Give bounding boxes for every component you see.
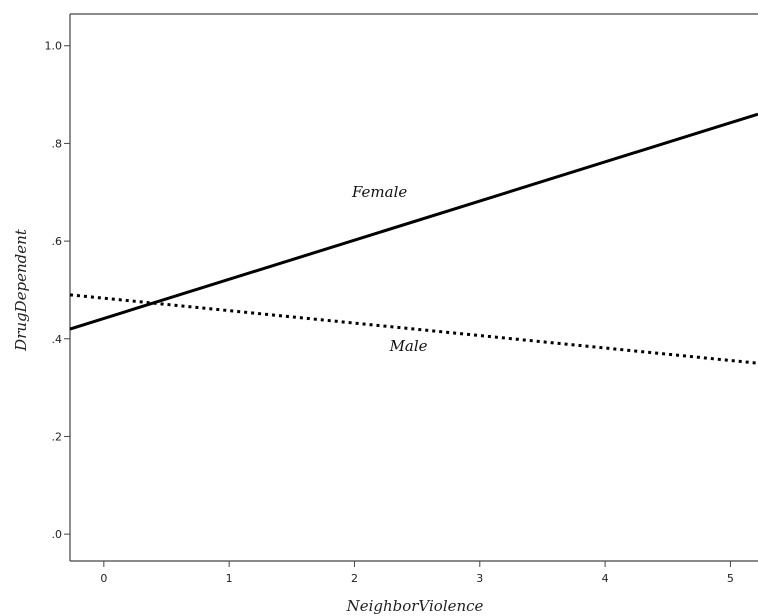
y-tick-label: .2 [52, 430, 63, 443]
y-tick-label: .0 [52, 528, 63, 541]
series-line-female [69, 112, 758, 331]
x-axis: 0 1 2 3 4 5 [100, 561, 734, 585]
x-tick-label: 3 [476, 572, 483, 585]
series-labels: Female Male [351, 183, 428, 355]
plot-frame [69, 13, 758, 562]
x-tick-label: 4 [602, 572, 609, 585]
y-axis: .0 .2 .4 .6 .8 1.0 [45, 40, 70, 541]
y-axis-title: DrugDependent [12, 228, 30, 352]
x-axis-title: NeighborViolence [346, 597, 484, 615]
y-tick-label: .8 [52, 137, 63, 150]
y-tick-label: 1.0 [45, 40, 63, 53]
y-tick-label: .6 [52, 235, 63, 248]
y-tick-label: .4 [52, 333, 63, 346]
x-tick-label: 2 [351, 572, 358, 585]
series-lines [69, 112, 758, 365]
x-tick-label: 1 [226, 572, 233, 585]
series-label-female: Female [351, 183, 407, 201]
x-tick-label: 0 [100, 572, 107, 585]
series-label-male: Male [389, 337, 428, 355]
x-tick-label: 5 [727, 572, 734, 585]
series-line-male [69, 293, 758, 365]
